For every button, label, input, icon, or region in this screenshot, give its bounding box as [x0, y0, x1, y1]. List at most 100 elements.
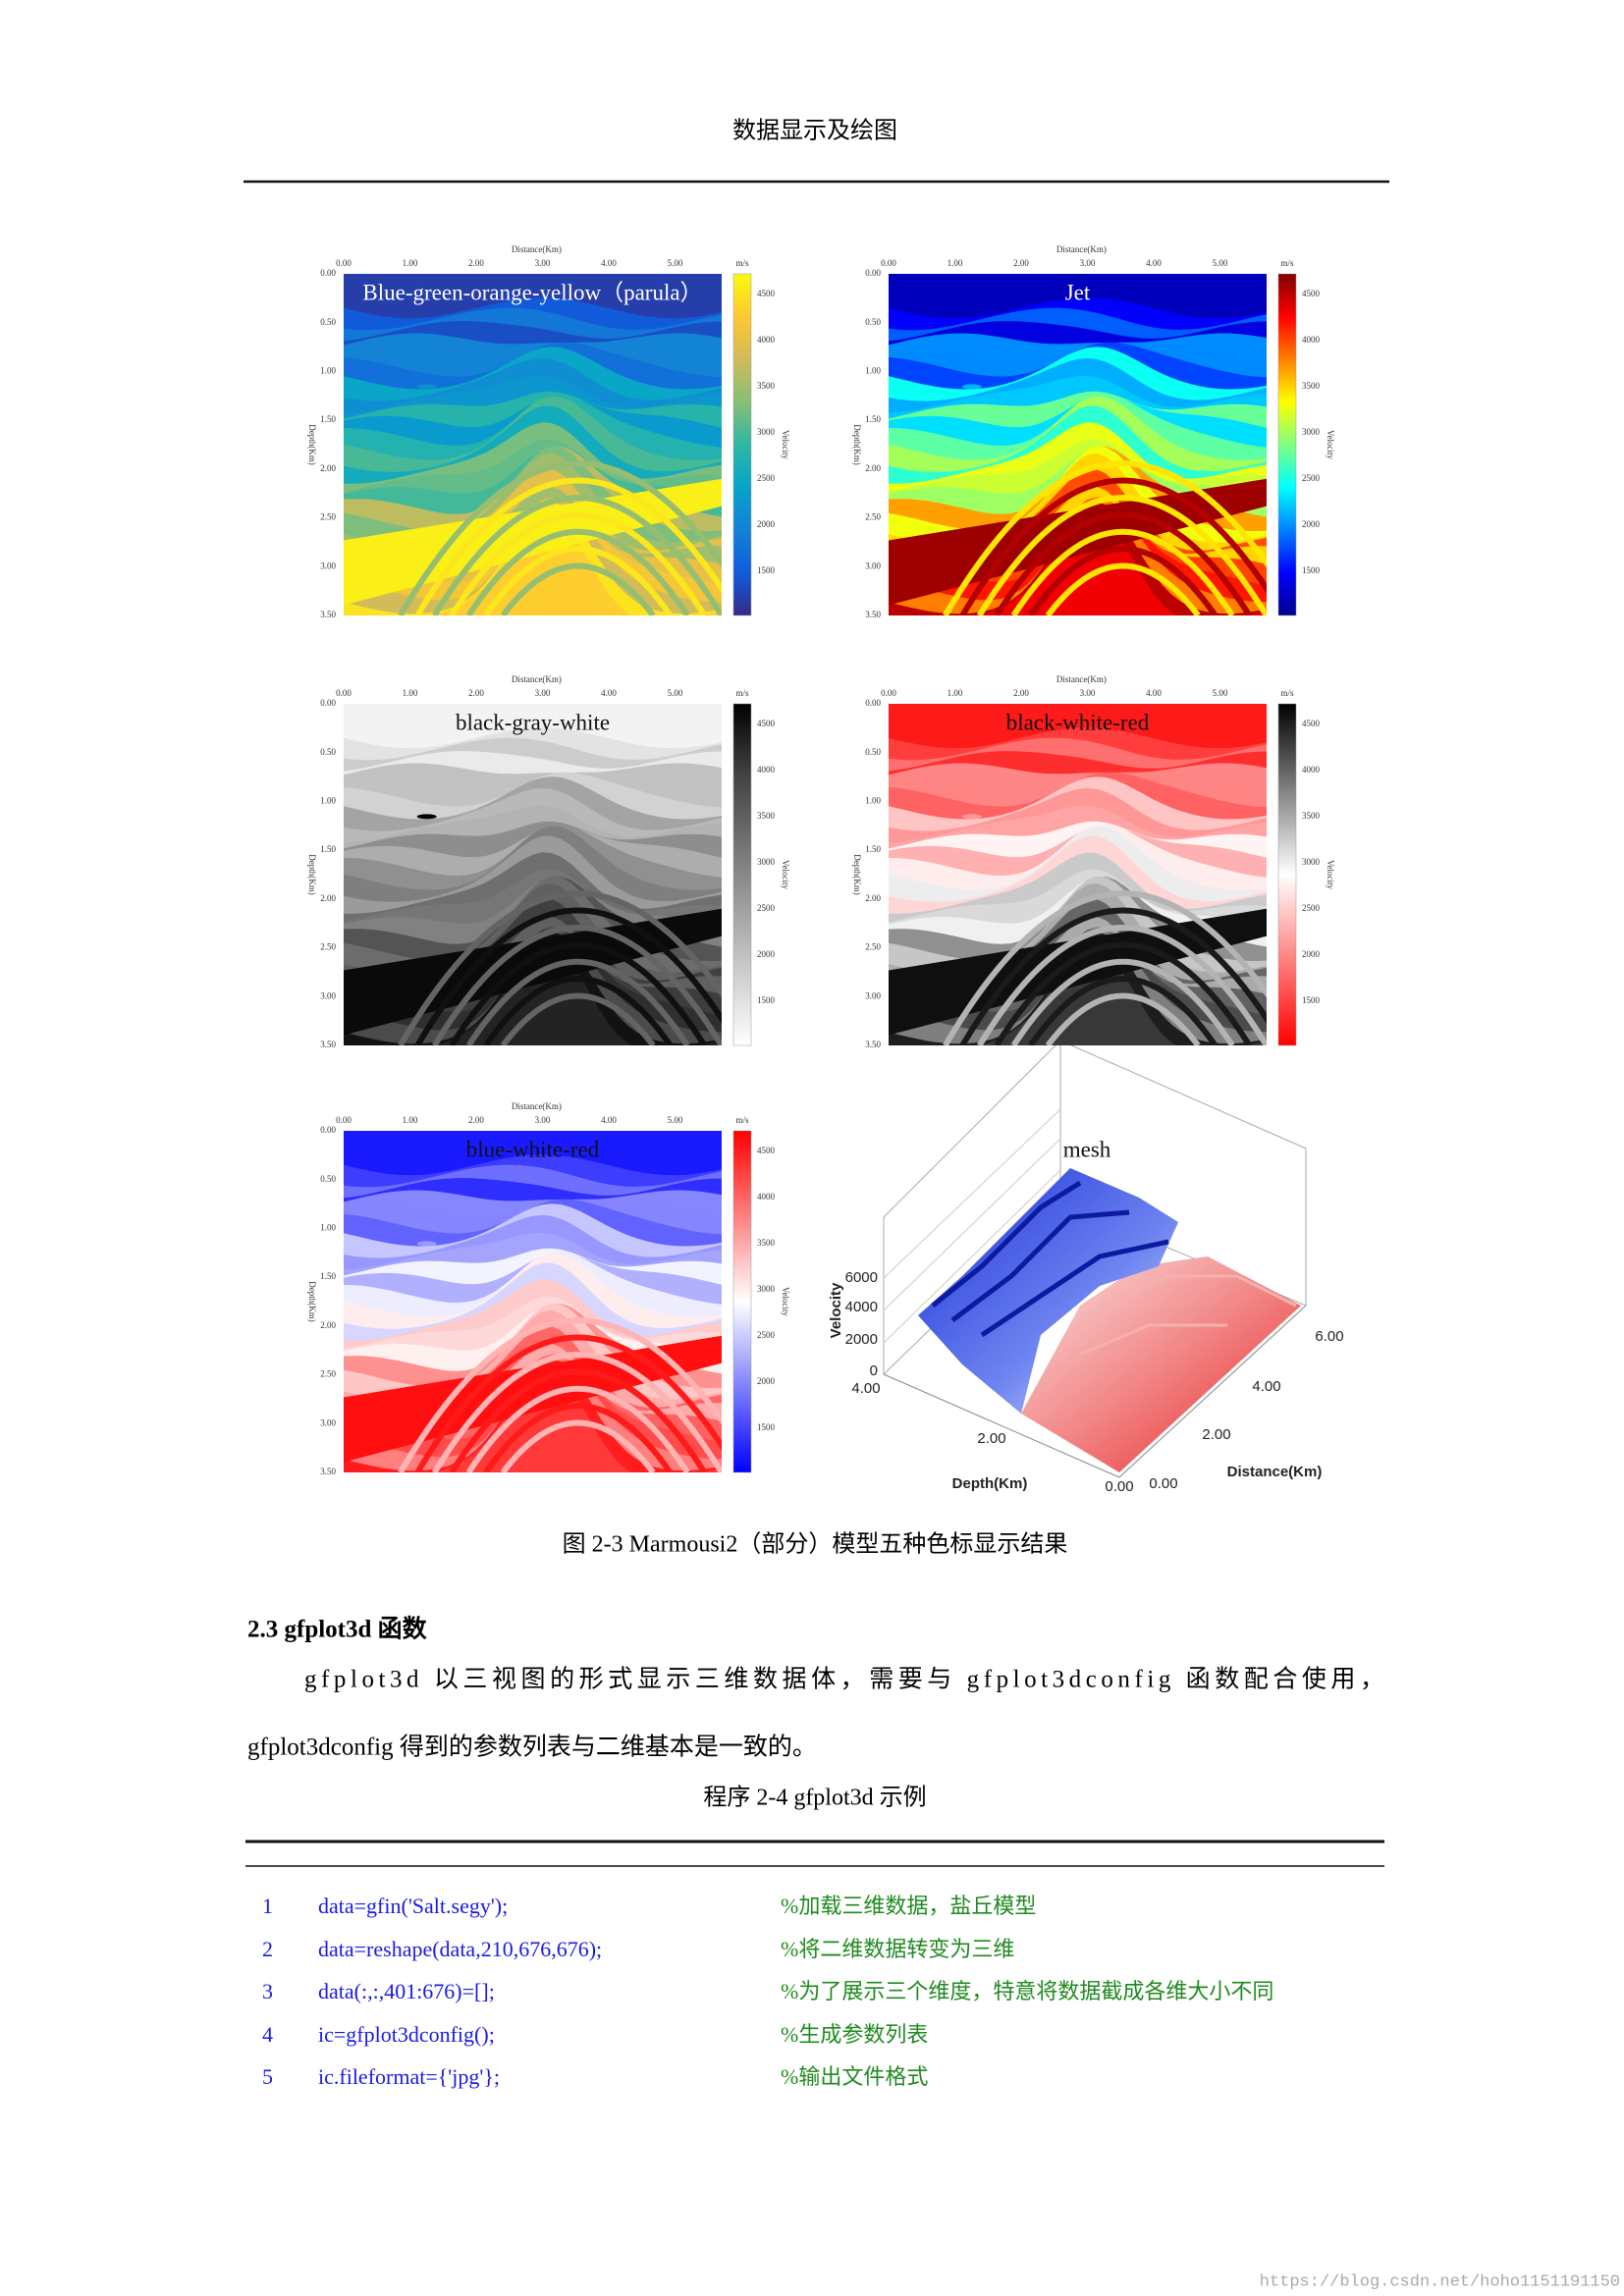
y-tick-label: 3.00 — [865, 561, 881, 570]
x-tick-label: 4.00 — [1146, 258, 1162, 268]
x-tick-label: 1.00 — [403, 688, 418, 698]
line-number: 3 — [262, 1979, 273, 2003]
x-tick-label: 4.00 — [601, 1115, 617, 1125]
fold — [1028, 976, 1218, 1045]
panel-label: Jet — [1065, 280, 1091, 304]
fold — [1045, 562, 1201, 615]
colorbar-tick-label: 3500 — [757, 811, 776, 821]
lens — [416, 1241, 437, 1247]
y-tick-label: 2.50 — [320, 512, 336, 522]
code-comment: %为了展示三个维度，特意将数据截成各维大小不同 — [781, 1979, 1273, 2003]
colorbar-tick-label: 4000 — [757, 765, 776, 774]
x-tick-label: 3.00 — [535, 258, 551, 268]
x-tick-label: 2.00 — [468, 258, 484, 268]
velocity-image — [344, 704, 722, 1045]
colorbar-unit: m/s — [735, 1115, 749, 1125]
code-comment: %将二维数据转变为三维 — [781, 1937, 1014, 1961]
mesh-depth-label: Depth(Km) — [952, 1475, 1028, 1492]
fold — [398, 1317, 722, 1472]
x-tick-label: 3.00 — [535, 1115, 551, 1125]
y-tick-label: 1.50 — [320, 414, 336, 424]
fold — [994, 511, 1253, 615]
code-text: data(:,:,401:676)=[]; — [318, 1979, 495, 2003]
x-axis-label: Distance(Km) — [512, 244, 562, 254]
panel-label: black-white-red — [1006, 710, 1150, 734]
mesh-distance-label: Distance(Km) — [1227, 1464, 1323, 1480]
mesh-depth-tick: 2.00 — [977, 1430, 1005, 1447]
colorbar-tick-label: 4500 — [757, 1146, 776, 1155]
colorbar-label: Velocity — [781, 1287, 790, 1316]
y-tick-label: 0.50 — [320, 1174, 336, 1184]
fold — [500, 992, 656, 1045]
colorbar-label: Velocity — [781, 430, 790, 459]
mesh-distance-tick: 4.00 — [1252, 1378, 1280, 1395]
y-tick-label: 2.00 — [865, 893, 881, 903]
y-axis-label: Depth(Km) — [307, 424, 317, 465]
fold — [465, 958, 690, 1045]
y-tick-label: 0.00 — [320, 698, 336, 708]
y-tick-label: 1.50 — [320, 1271, 336, 1281]
colorbar-unit: m/s — [735, 688, 749, 698]
velocity-panel: Jet Distance(Km) 0.00 1.00 2.00 3.00 4.00 5.00 0… — [852, 244, 1335, 619]
x-tick-label: 2.00 — [1013, 688, 1029, 698]
lens — [416, 814, 437, 820]
fold — [959, 477, 1267, 615]
colorbar-tick-label: 2000 — [757, 949, 776, 959]
y-axis-label: Depth(Km) — [307, 854, 317, 895]
fold — [414, 477, 722, 615]
colorbar-tick-label: 2500 — [757, 1330, 776, 1340]
x-tick-label: 4.00 — [1146, 688, 1162, 698]
colorbar — [732, 1130, 752, 1473]
colorbar-unit: m/s — [1280, 688, 1294, 698]
x-tick-label: 1.00 — [403, 258, 418, 268]
x-tick-label: 5.00 — [1213, 688, 1228, 698]
fold — [500, 562, 656, 615]
colorbar-tick-label: 1500 — [1302, 995, 1321, 1005]
mesh-distance-tick: 0.00 — [1149, 1475, 1177, 1492]
y-tick-label: 0.50 — [320, 747, 336, 757]
fold — [483, 976, 674, 1045]
fold — [1028, 546, 1218, 615]
x-axis-label: Distance(Km) — [512, 1101, 562, 1111]
colorbar-tick-label: 3000 — [757, 857, 776, 867]
mesh-distance-tick: 2.00 — [1202, 1426, 1230, 1443]
line-number: 1 — [262, 1894, 273, 1918]
colorbar-tick-label: 4500 — [1302, 289, 1321, 298]
mesh-distance-tick: 6.00 — [1315, 1328, 1343, 1345]
y-tick-label: 2.50 — [320, 942, 336, 952]
y-tick-label: 2.00 — [865, 463, 881, 473]
code-text: ic=gfplot3dconfig(); — [318, 2022, 495, 2047]
y-tick-label: 3.50 — [865, 1040, 881, 1049]
velocity-image — [344, 274, 722, 615]
colorbar — [1277, 273, 1297, 616]
fold — [465, 528, 690, 615]
y-tick-label: 1.50 — [865, 414, 881, 424]
colorbar-tick-label: 2000 — [1302, 949, 1321, 959]
mesh-z-label: Velocity — [828, 1282, 844, 1338]
x-tick-label: 0.00 — [881, 258, 896, 268]
colorbar-label: Velocity — [781, 860, 790, 889]
fold — [483, 1403, 674, 1472]
colorbar-tick-label: 2500 — [1302, 473, 1321, 483]
fold — [449, 941, 708, 1045]
paragraph-line: gfplot3d 以三视图的形式显示三维数据体，需要与 gfplot3dconf… — [304, 1666, 1384, 1693]
colorbar-tick-label: 2500 — [757, 473, 776, 483]
x-tick-label: 5.00 — [668, 688, 683, 698]
code-text: data=reshape(data,210,676,676); — [318, 1937, 602, 1961]
fold — [943, 890, 1267, 1045]
header-title: 数据显示及绘图 — [732, 118, 897, 144]
code-comment: %输出文件格式 — [781, 2064, 928, 2089]
colorbar-tick-label: 3500 — [1302, 811, 1321, 821]
colorbar-unit: m/s — [735, 258, 749, 268]
y-tick-label: 3.00 — [320, 1417, 336, 1427]
y-tick-label: 2.50 — [865, 512, 881, 522]
colorbar-tick-label: 1500 — [757, 995, 776, 1005]
code-comment: %生成参数列表 — [781, 2022, 928, 2047]
y-tick-label: 0.50 — [865, 317, 881, 327]
x-tick-label: 1.00 — [403, 1115, 418, 1125]
colorbar-tick-label: 1500 — [757, 565, 776, 575]
y-tick-label: 0.00 — [320, 268, 336, 278]
fold — [976, 494, 1267, 615]
y-tick-label: 0.50 — [320, 317, 336, 327]
colorbar-tick-label: 4000 — [1302, 335, 1321, 345]
